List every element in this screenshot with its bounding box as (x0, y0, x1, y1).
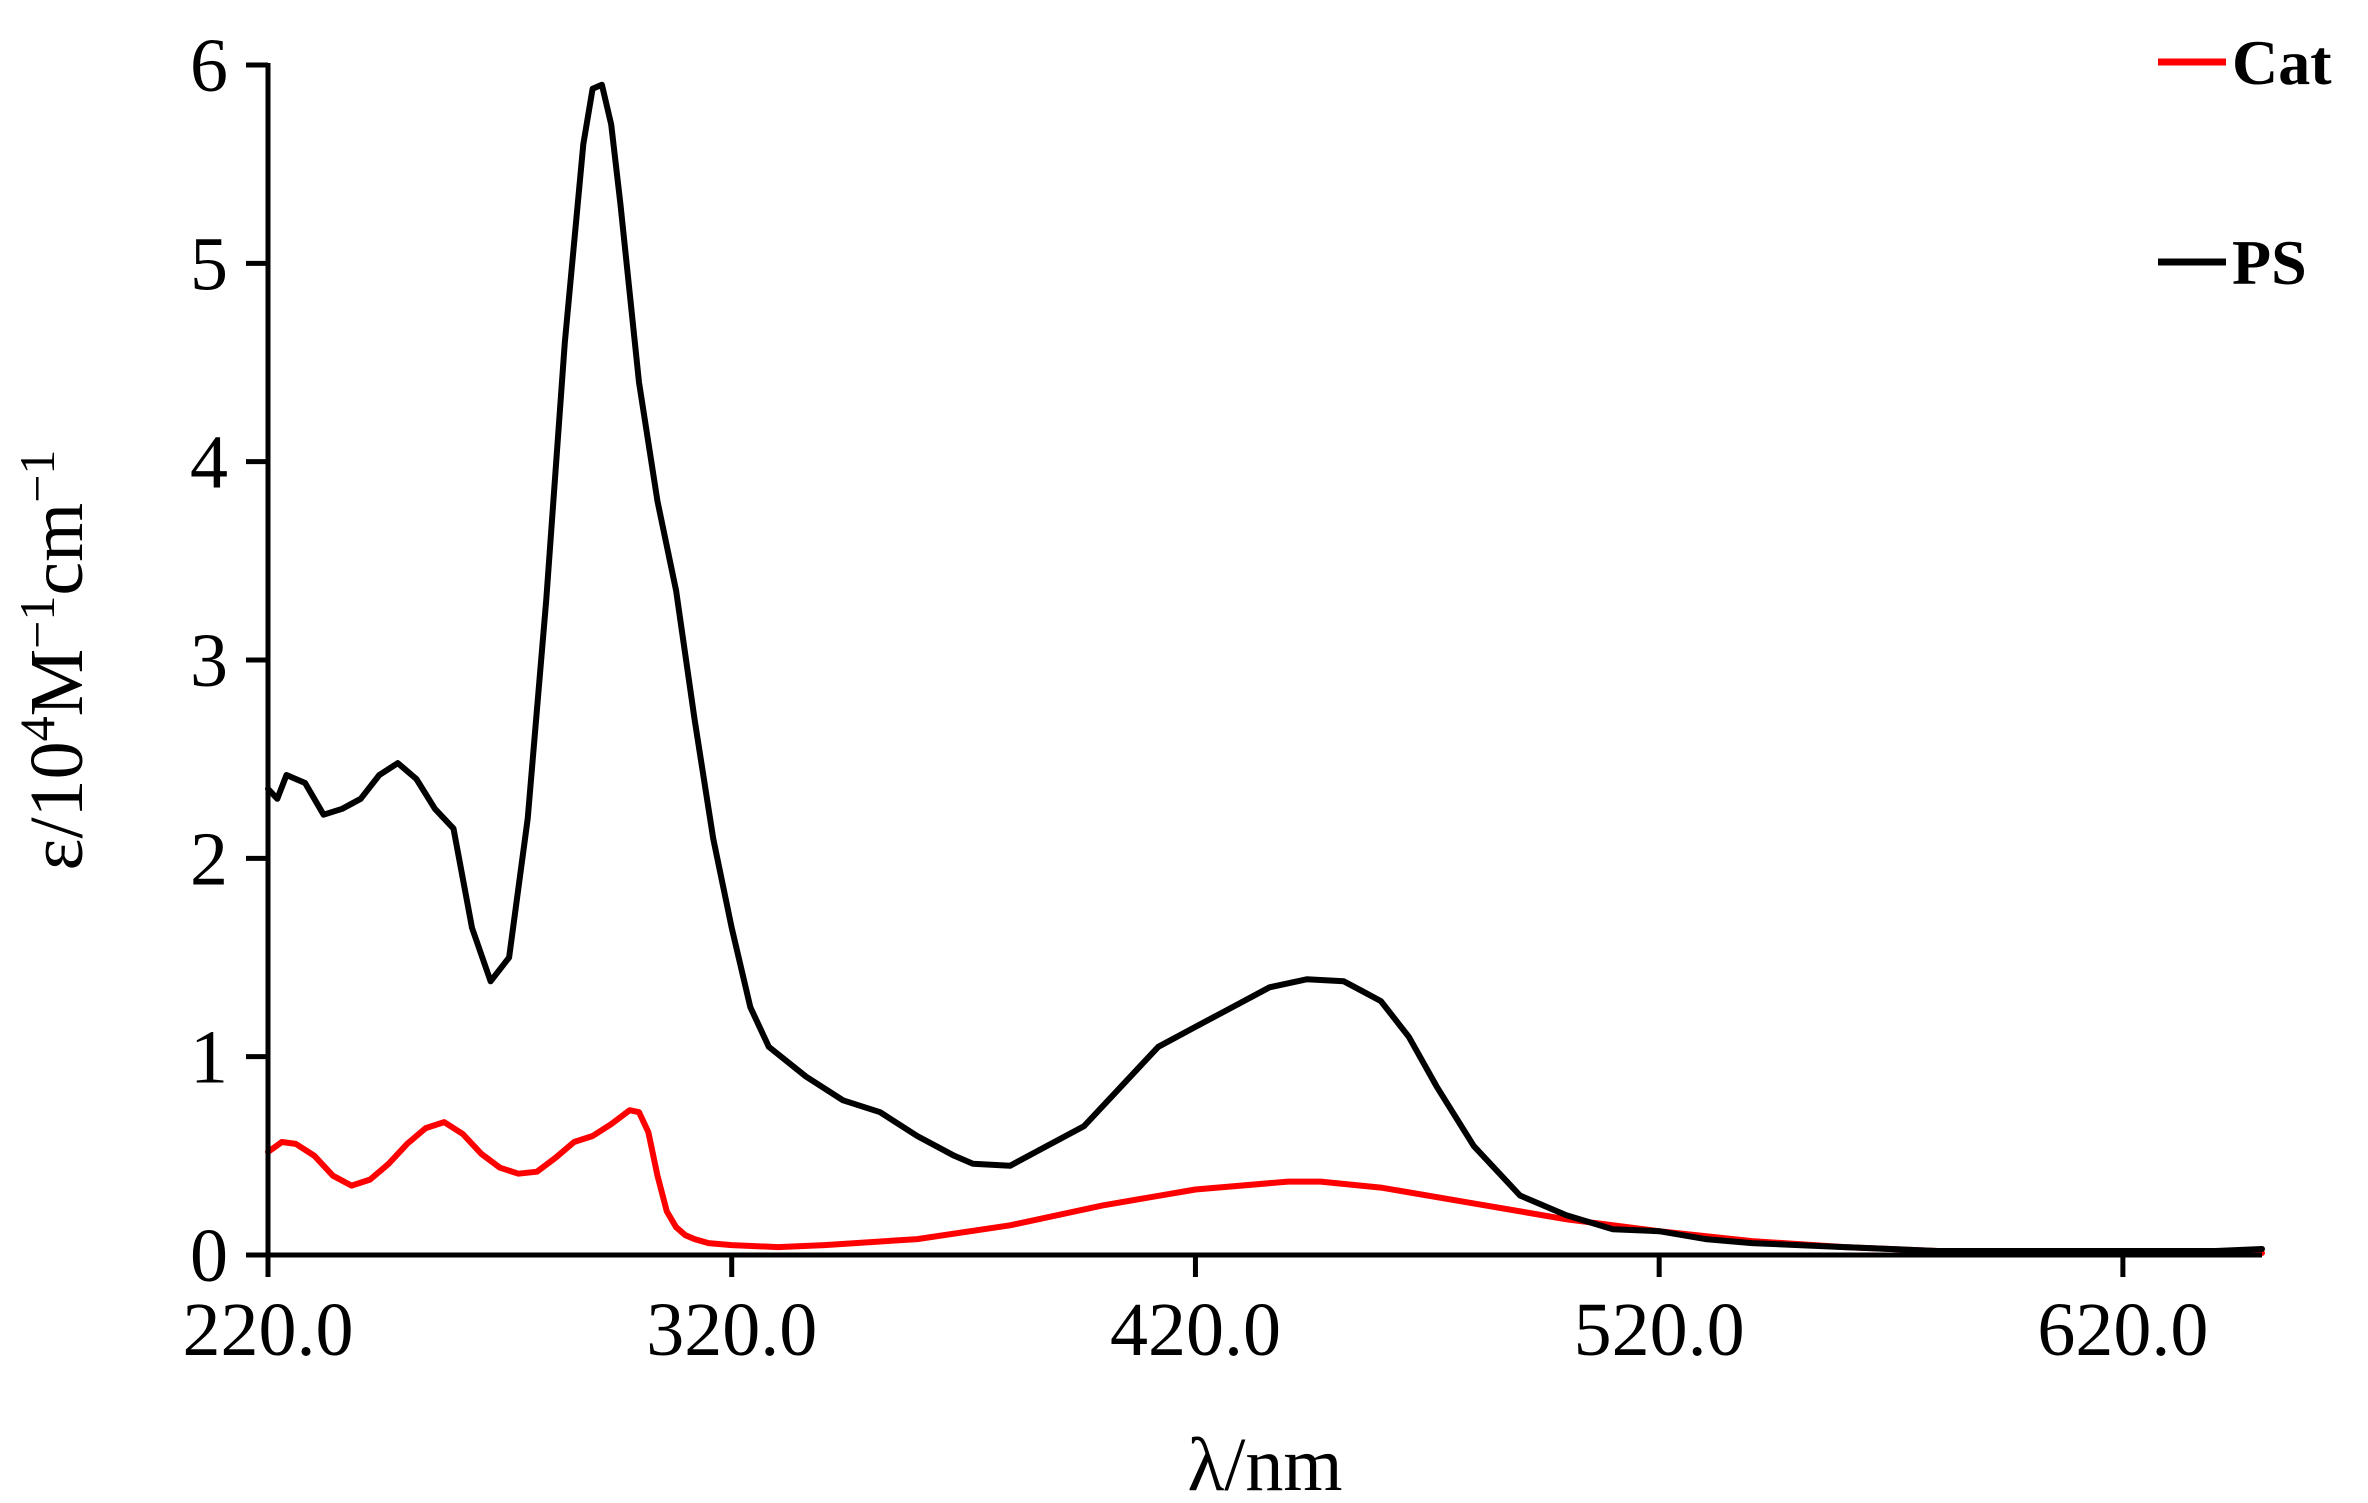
legend-label-ps: PS (2232, 227, 2307, 298)
y-tick-label: 6 (190, 24, 228, 108)
y-axis-title-superscript: 4 (9, 716, 65, 741)
legend-label-cat: Cat (2232, 27, 2332, 98)
y-axis-title: ε/104M−1cm−1 (9, 450, 99, 871)
series-line-ps (265, 81, 2265, 1254)
x-tick-label: 220.0 (183, 1288, 354, 1372)
axes (265, 63, 2262, 1258)
y-tick-label: 0 (190, 1214, 228, 1298)
x-tick-label: 520.0 (1574, 1288, 1745, 1372)
x-tick-label: 320.0 (646, 1288, 817, 1372)
y-axis-title-superscript: −1 (9, 596, 65, 649)
y-axis-title-part: M (15, 649, 99, 717)
x-tick-label: 420.0 (1110, 1288, 1281, 1372)
y-tick-label: 4 (190, 421, 228, 505)
y-axis-title-superscript: −1 (9, 450, 65, 503)
series-line-cat (265, 1107, 2265, 1256)
y-tick-label: 5 (190, 222, 228, 306)
y-tick-label: 3 (190, 619, 228, 703)
x-tick-label: 620.0 (2037, 1288, 2208, 1372)
x-axis-title: λ/nm (1187, 1423, 1342, 1503)
legend: Cat PS (2158, 27, 2332, 298)
y-axis-title-part: ε/10 (15, 741, 99, 870)
y-axis-title-part: cm (15, 503, 99, 596)
plot-area (265, 81, 2265, 1256)
y-tick-label: 1 (190, 1016, 228, 1100)
axis-ticks: 0 1 2 3 4 5 6 220.0 320.0 420.0 520.0 620.0 (183, 24, 2209, 1372)
y-tick-label: 2 (190, 817, 228, 901)
